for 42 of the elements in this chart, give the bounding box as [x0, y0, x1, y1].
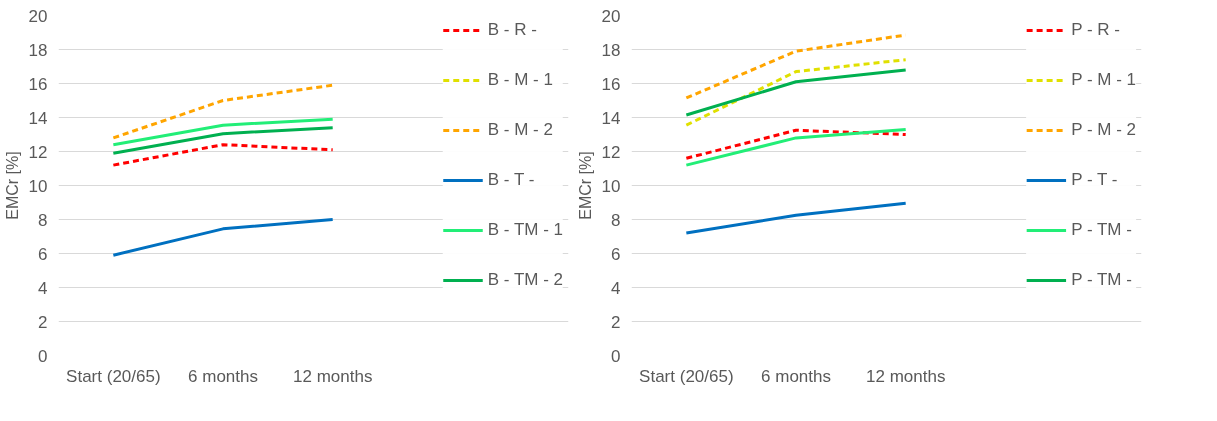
y-tick-label: 16 [28, 74, 48, 94]
x-tick-label: Start (20/65) [639, 366, 734, 386]
y-tick-label: 18 [28, 40, 48, 60]
legend-label: B - T - [487, 170, 535, 190]
y-tick-label: 8 [611, 210, 621, 230]
legend-label: B - TM - 1 [487, 220, 563, 240]
legend-label: B - M - 2 [487, 120, 553, 140]
legend-label: P - M - 2 [1071, 120, 1136, 140]
y-tick-label: 12 [28, 142, 48, 162]
y-tick-label: 0 [38, 346, 48, 366]
x-tick-label: 6 months [188, 366, 258, 386]
legend-label: P - TM - [1071, 270, 1132, 290]
x-tick-label: Start (20/65) [66, 366, 161, 386]
y-tick-label: 14 [28, 108, 48, 128]
y-tick-label: 10 [28, 176, 48, 196]
y-tick-label: 8 [38, 210, 48, 230]
legend-label: B - TM - 2 [487, 270, 563, 290]
x-tick-label: 6 months [761, 366, 831, 386]
y-tick-label: 20 [28, 6, 48, 26]
y-tick-label: 14 [601, 108, 621, 128]
y-tick-label: 20 [601, 6, 621, 26]
y-tick-label: 2 [611, 312, 621, 332]
y-tick-label: 12 [601, 142, 621, 162]
legend-label: P - M - 1 [1071, 70, 1136, 90]
y-tick-label: 18 [601, 40, 621, 60]
y-tick-label: 0 [611, 346, 621, 366]
y-tick-label: 6 [38, 244, 48, 264]
legend-label: P - R - [1071, 20, 1120, 40]
legend-label: P - TM - [1071, 220, 1132, 240]
x-tick-label: 12 months [866, 366, 946, 386]
y-tick-label: 16 [601, 74, 621, 94]
y-tick-label: 6 [611, 244, 621, 264]
y-axis-title: EMCr [%] [3, 151, 21, 220]
x-tick-label: 12 months [293, 366, 373, 386]
y-tick-label: 10 [601, 176, 621, 196]
legend-label: B - R - [487, 20, 537, 40]
legend-label: P - T - [1071, 170, 1118, 190]
y-axis-title: EMCr [%] [576, 151, 594, 220]
y-tick-label: 4 [611, 278, 621, 298]
y-tick-label: 4 [38, 278, 48, 298]
legend-label: B - M - 1 [487, 70, 553, 90]
y-tick-label: 2 [38, 312, 48, 332]
